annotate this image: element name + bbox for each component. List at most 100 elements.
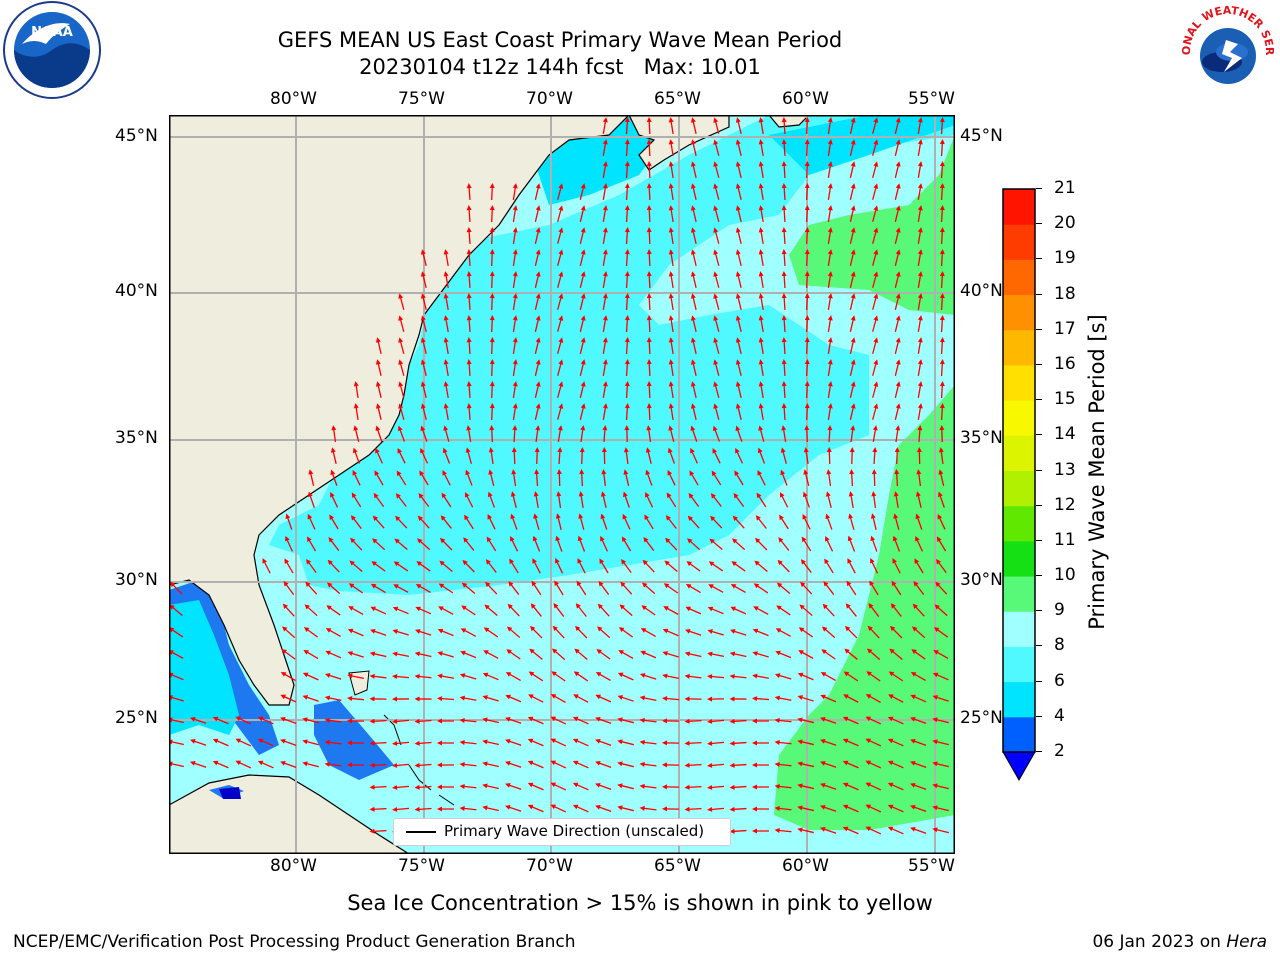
- wave-arrow-head: [397, 448, 403, 454]
- wave-arrow-head: [690, 227, 696, 233]
- wave-arrow-shaft: [805, 119, 809, 135]
- wave-arrow-head: [555, 557, 560, 564]
- wave-arrow-head: [939, 117, 945, 123]
- wave-arrow-head: [459, 673, 466, 679]
- wave-arrow-head: [464, 492, 470, 498]
- wave-arrow-head: [415, 584, 422, 589]
- wave-arrow-head: [684, 740, 690, 746]
- wave-arrow-head: [730, 584, 737, 589]
- wave-arrow-head: [932, 739, 938, 745]
- wave-arrow-shaft: [917, 185, 922, 201]
- wave-arrow-head: [506, 626, 513, 632]
- wave-arrow-head: [235, 738, 242, 744]
- wave-arrow-head: [687, 515, 694, 521]
- wave-arrow-head: [827, 249, 833, 255]
- wave-arrow-head: [845, 603, 851, 609]
- wave-arrow-shaft: [372, 741, 387, 745]
- wave-arrow-head: [505, 739, 511, 744]
- wave-arrow-head: [169, 604, 175, 610]
- wave-arrow-head: [729, 629, 736, 634]
- wave-arrow-shaft: [578, 538, 586, 552]
- wave-arrow-shaft: [552, 761, 567, 769]
- wave-arrow-shaft: [648, 141, 651, 157]
- wave-arrow-shaft: [508, 673, 521, 681]
- wave-arrow-head: [850, 205, 856, 211]
- wave-arrow-shaft: [534, 230, 540, 244]
- wave-arrow-head: [865, 716, 872, 722]
- lat-label-left-45n: 45°N: [115, 126, 158, 146]
- wave-arrow-head: [414, 806, 420, 812]
- wave-arrow-head: [933, 650, 939, 655]
- wave-arrow-head: [917, 337, 923, 343]
- wave-arrow-shaft: [760, 229, 764, 245]
- wave-arrow-shaft: [692, 406, 697, 420]
- wave-arrow-shaft: [512, 251, 517, 267]
- wave-arrow-shaft: [624, 472, 630, 486]
- wave-arrow-head: [781, 315, 787, 321]
- wave-arrow-shaft: [530, 717, 544, 725]
- wave-arrow-shaft: [192, 740, 207, 746]
- wave-arrow-head: [324, 673, 331, 678]
- wave-arrow-head: [938, 469, 944, 475]
- wave-arrow-head: [936, 536, 942, 543]
- wave-arrow-head: [347, 762, 353, 768]
- wave-arrow-shaft: [463, 629, 476, 637]
- wave-arrow-shaft: [509, 605, 520, 617]
- wave-arrow-head: [758, 271, 764, 277]
- wave-arrow-head: [443, 403, 449, 409]
- wave-arrow-shaft: [845, 761, 859, 769]
- wave-arrow-shaft: [534, 516, 540, 530]
- wave-arrow-head: [707, 806, 713, 812]
- wave-arrow-head: [752, 784, 758, 790]
- wave-arrow-head: [302, 717, 308, 723]
- wave-arrow-head: [892, 535, 898, 542]
- wave-arrow-shaft: [557, 318, 562, 332]
- wave-arrow-head: [578, 513, 584, 519]
- wave-arrow-shaft: [263, 560, 271, 574]
- wave-arrow-head: [369, 740, 375, 746]
- wave-arrow-shaft: [557, 493, 562, 509]
- wave-arrow-head: [895, 293, 901, 299]
- wave-arrow-shaft: [732, 741, 747, 745]
- wave-arrow-head: [420, 359, 426, 365]
- wave-arrow-head: [623, 491, 628, 498]
- wave-arrow-head: [414, 629, 421, 634]
- wave-arrow-head: [827, 337, 833, 343]
- wave-arrow-shaft: [670, 229, 674, 245]
- wave-arrow-shaft: [645, 494, 654, 508]
- wave-arrow-head: [624, 139, 630, 145]
- wave-arrow-head: [639, 717, 645, 723]
- wave-arrow-shaft: [625, 339, 629, 355]
- wave-arrow-shaft: [868, 672, 881, 682]
- wave-arrow-shaft: [940, 163, 944, 179]
- wave-arrow-shaft: [777, 651, 792, 659]
- wave-arrow-head: [729, 806, 735, 812]
- wave-direction-arrows: [169, 117, 949, 835]
- colorbar-band: [1003, 681, 1035, 718]
- wave-arrow-shaft: [643, 606, 656, 616]
- wave-arrow-head: [910, 760, 916, 766]
- wave-arrow-shaft: [464, 561, 475, 573]
- wave-arrow-head: [466, 205, 472, 211]
- wave-arrow-head: [668, 381, 674, 387]
- wave-arrow-shaft: [800, 762, 814, 768]
- wave-arrow-shaft: [894, 384, 900, 398]
- wave-arrow-head: [512, 183, 518, 189]
- wave-arrow-shaft: [171, 605, 183, 617]
- wave-arrow-head: [331, 425, 337, 431]
- wave-arrow-head: [665, 515, 671, 521]
- wave-arrow-shaft: [849, 186, 855, 200]
- wave-arrow-head: [910, 804, 916, 810]
- wave-arrow-head: [280, 671, 287, 677]
- wave-arrow-head: [489, 337, 495, 343]
- wave-arrow-shaft: [376, 450, 383, 464]
- wave-arrow-shaft: [940, 119, 944, 135]
- wave-arrow-shaft: [355, 405, 359, 421]
- wave-arrow-head: [910, 694, 916, 700]
- wave-arrow-head: [758, 139, 764, 145]
- wave-arrow-head: [707, 651, 713, 657]
- wave-arrow-shaft: [531, 627, 543, 639]
- wave-arrow-head: [866, 671, 872, 677]
- wave-arrow-head: [375, 425, 381, 432]
- wave-arrow-head: [712, 425, 718, 432]
